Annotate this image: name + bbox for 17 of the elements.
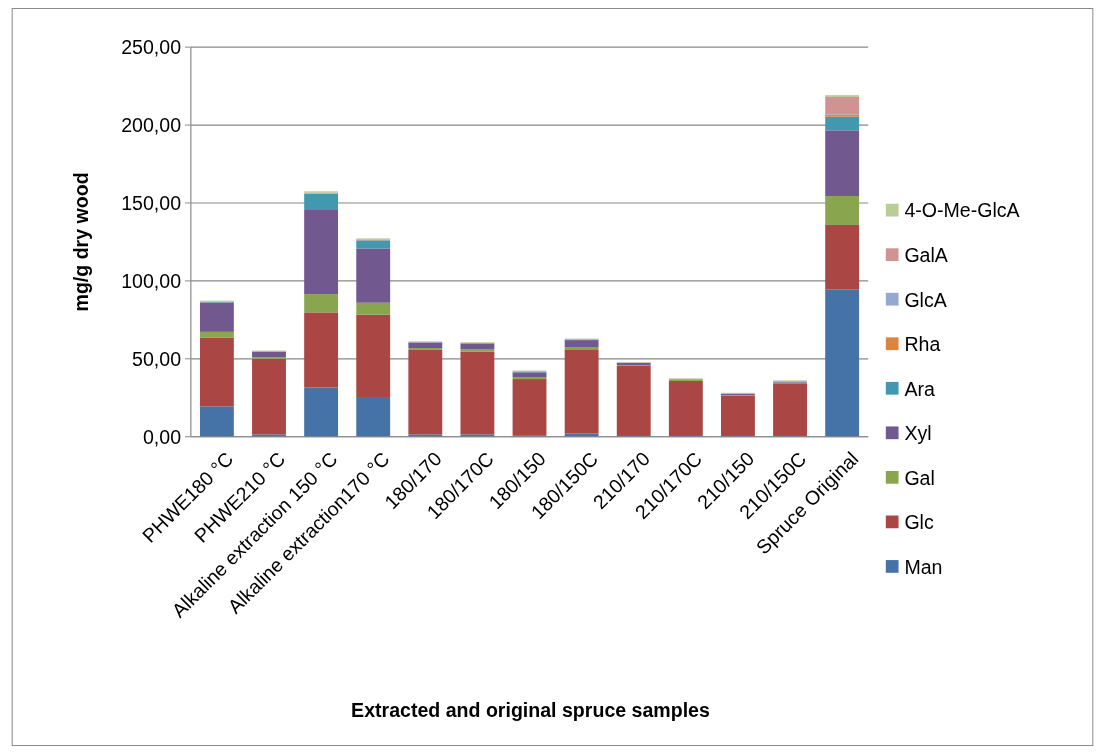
legend-label: Rha xyxy=(904,333,941,356)
y-tick-label: 250,00 xyxy=(121,36,182,59)
y-axis-title: mg/g dry wood xyxy=(70,172,93,312)
legend-label: Man xyxy=(904,555,943,578)
legend-label: Glc xyxy=(904,511,934,534)
legend-label: Gal xyxy=(904,466,935,489)
legend-label: Xyl xyxy=(904,422,932,445)
y-tick-label: 50,00 xyxy=(132,347,182,370)
y-tick-label: 150,00 xyxy=(121,191,182,214)
x-axis-title: Extracted and original spruce samples xyxy=(351,698,710,721)
y-tick-label: 100,00 xyxy=(121,269,182,292)
legend-label: GlcA xyxy=(904,288,948,311)
legend-label: 4-O-Me-GlcA xyxy=(904,199,1021,222)
y-tick-label: 200,00 xyxy=(121,113,182,136)
legend-label: Ara xyxy=(904,377,935,400)
y-tick-label: 0,00 xyxy=(142,425,182,448)
legend-label: GalA xyxy=(904,244,949,267)
